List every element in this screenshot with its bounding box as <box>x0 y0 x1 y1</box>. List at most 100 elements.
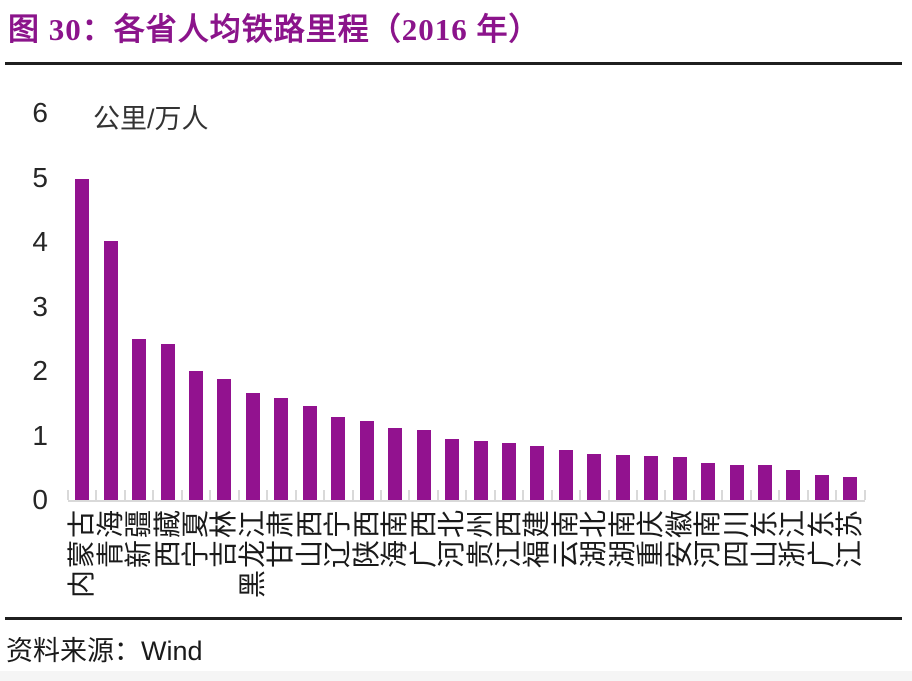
figure-title: 图 30：各省人均铁路里程（2016 年） <box>8 12 541 47</box>
bar <box>274 398 289 500</box>
y-axis-tick-label: 2 <box>32 355 48 386</box>
x-axis-tick <box>835 490 838 500</box>
y-axis-tick-label: 0 <box>32 484 48 515</box>
x-axis-tick <box>237 490 240 500</box>
x-axis-tick <box>180 490 183 500</box>
bar <box>245 392 260 500</box>
bar <box>530 446 545 500</box>
x-axis-tick <box>721 490 724 500</box>
bar <box>132 339 147 500</box>
bar <box>843 477 858 500</box>
bar <box>445 439 460 500</box>
x-axis-label: 辽宁 <box>322 508 354 569</box>
x-axis-label: 广西 <box>407 508 439 569</box>
x-axis-label: 江苏 <box>834 508 866 569</box>
bar <box>189 371 204 500</box>
x-axis-tick <box>579 490 582 500</box>
x-axis-tick <box>692 490 695 500</box>
x-axis-tick <box>408 490 411 500</box>
x-axis-tick <box>266 490 269 500</box>
x-axis-tick <box>550 490 553 500</box>
x-axis-label: 四川 <box>720 508 752 569</box>
source-label: 资料来源： <box>6 636 141 666</box>
bar <box>331 417 346 500</box>
x-axis-label: 黑龙江 <box>236 508 268 599</box>
x-axis-label: 江西 <box>492 508 524 569</box>
y-axis-unit-label: 公里/万人 <box>93 104 209 134</box>
source-line: 资料来源：Wind <box>6 629 203 668</box>
source-name: Wind <box>141 636 203 666</box>
bar <box>814 475 829 500</box>
x-axis-tick <box>607 490 610 500</box>
x-axis-tick <box>806 490 809 500</box>
x-axis-label: 广东 <box>805 508 837 569</box>
bar <box>587 454 602 500</box>
x-axis-label: 内蒙古 <box>66 508 98 599</box>
x-axis-label: 浙江 <box>777 508 809 569</box>
x-axis-label: 山东 <box>749 508 781 569</box>
x-axis-label: 贵州 <box>464 508 496 569</box>
x-axis-label: 安徽 <box>663 508 695 569</box>
x-axis-tick <box>465 490 468 500</box>
x-axis-tick <box>209 490 212 500</box>
x-axis-label: 甘肃 <box>265 508 297 569</box>
x-axis-label: 吉林 <box>208 508 240 569</box>
x-axis-label: 重庆 <box>635 508 667 569</box>
x-axis-tick <box>351 490 354 500</box>
title-divider <box>5 62 902 65</box>
x-axis-label: 河南 <box>692 508 724 569</box>
y-axis-tick-label: 4 <box>32 226 48 257</box>
x-axis-tick <box>778 490 781 500</box>
bar <box>758 465 773 500</box>
x-axis-tick <box>436 490 439 500</box>
x-axis-label: 福建 <box>521 508 553 569</box>
x-axis-label: 河北 <box>436 508 468 569</box>
bar <box>701 462 716 500</box>
y-axis-tick-label: 6 <box>32 97 48 128</box>
x-axis-tick <box>522 490 525 500</box>
x-axis-tick <box>323 490 326 500</box>
bar <box>302 405 317 500</box>
x-axis-tick <box>67 490 69 500</box>
x-axis-tick <box>664 490 667 500</box>
x-axis-tick <box>863 490 866 500</box>
x-axis-label: 青海 <box>94 508 126 569</box>
y-axis-tick-label: 1 <box>32 419 48 451</box>
x-axis-tick <box>152 490 155 500</box>
bar <box>558 449 573 500</box>
bar <box>160 343 175 500</box>
x-axis-label: 湖北 <box>578 508 610 569</box>
bar <box>217 378 232 500</box>
x-axis-tick <box>379 490 382 500</box>
x-axis-label: 海南 <box>379 508 411 569</box>
footer-divider <box>5 617 902 620</box>
y-axis-tick-label: 3 <box>32 290 48 322</box>
bottom-strip <box>0 671 912 681</box>
x-axis-label: 湖南 <box>606 508 638 569</box>
x-axis-line <box>68 500 865 502</box>
x-axis-tick <box>123 490 126 500</box>
bar <box>388 427 403 500</box>
x-axis-tick <box>294 490 297 500</box>
bar <box>416 429 431 500</box>
x-axis-tick <box>749 490 752 500</box>
bar <box>786 470 801 500</box>
bar <box>729 464 744 500</box>
bar <box>644 456 659 500</box>
x-axis-label: 山西 <box>293 508 325 569</box>
bar <box>473 440 488 500</box>
y-axis-tick-label: 5 <box>32 161 48 193</box>
x-axis-tick <box>636 490 638 500</box>
bar <box>615 455 630 500</box>
x-axis-label: 陕西 <box>350 508 382 569</box>
x-axis-label: 新疆 <box>123 508 155 569</box>
x-axis-label: 宁夏 <box>180 508 212 569</box>
bar <box>75 178 90 500</box>
bar <box>359 420 374 500</box>
x-axis-tick <box>95 490 98 500</box>
bar <box>501 443 516 500</box>
x-axis-tick <box>493 490 496 500</box>
x-axis-label: 云南 <box>549 508 581 569</box>
